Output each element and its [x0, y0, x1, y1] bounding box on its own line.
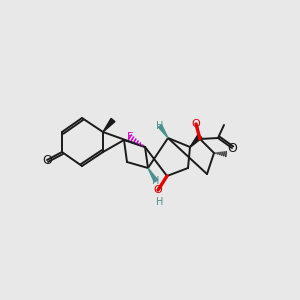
Text: F: F: [127, 132, 133, 142]
Text: H: H: [156, 121, 164, 131]
Text: H: H: [156, 197, 164, 207]
Polygon shape: [158, 125, 168, 138]
Polygon shape: [148, 168, 158, 182]
Text: H: H: [152, 176, 160, 186]
Text: O: O: [192, 119, 200, 129]
Text: O: O: [154, 185, 162, 195]
Text: O: O: [42, 154, 52, 166]
Text: O: O: [227, 142, 237, 154]
Polygon shape: [103, 118, 115, 132]
Polygon shape: [190, 134, 202, 147]
